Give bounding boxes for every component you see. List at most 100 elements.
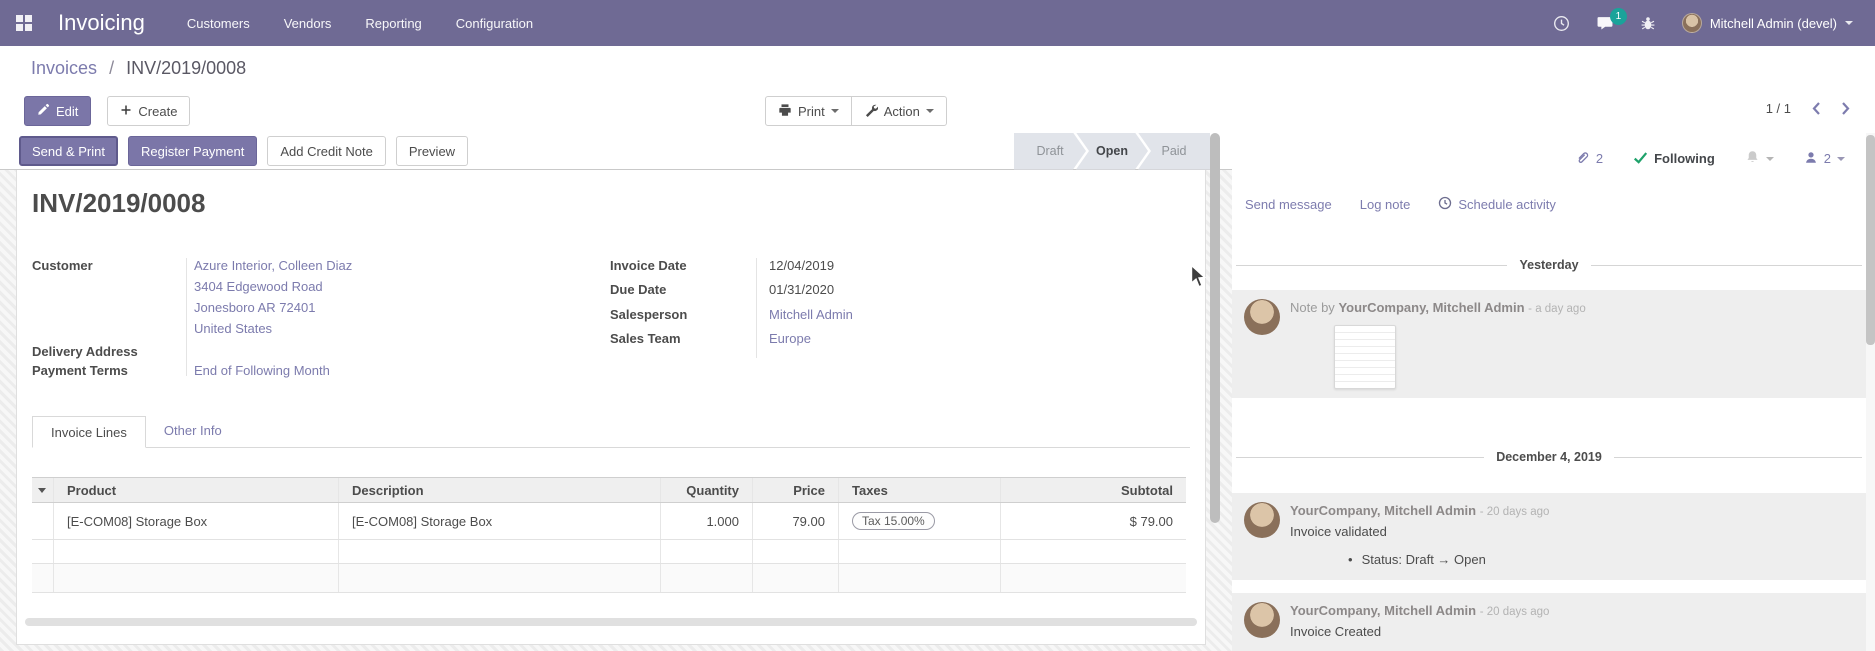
- cell-description[interactable]: [E-COM08] Storage Box: [339, 503, 661, 539]
- column-header-description[interactable]: Description: [339, 478, 661, 502]
- cell-taxes[interactable]: Tax 15.00%: [839, 503, 1001, 539]
- divider-label: Yesterday: [1519, 258, 1579, 272]
- add-credit-note-button[interactable]: Add Credit Note: [267, 136, 386, 166]
- navbar-systray: 1 Mitchell Admin (devel): [1553, 8, 1853, 33]
- chevron-down-icon: [1837, 156, 1845, 161]
- menu-configuration[interactable]: Configuration: [455, 15, 534, 31]
- invoice-date-label: Invoice Date: [610, 258, 687, 273]
- cell-price[interactable]: 79.00: [753, 503, 839, 539]
- following-button[interactable]: Following: [1633, 151, 1715, 167]
- message-author[interactable]: YourCompany, Mitchell Admin: [1290, 603, 1477, 618]
- action-button-label: Action: [883, 103, 920, 119]
- invoice-number-title: INV/2019/0008: [32, 188, 206, 218]
- bell-icon: [1745, 149, 1760, 168]
- invoice-lines-table: Product Description Quantity Price Taxes…: [32, 477, 1186, 593]
- status-stage-draft[interactable]: Draft: [1014, 133, 1086, 170]
- chatter-actions: Send message Log note Schedule activity: [1245, 196, 1556, 213]
- scrollbar-thumb[interactable]: [1866, 135, 1875, 345]
- send-and-print-button[interactable]: Send & Print: [19, 136, 118, 166]
- edit-button[interactable]: Edit: [24, 96, 92, 126]
- sales-team-value-link[interactable]: Europe: [769, 331, 811, 346]
- message-tracking[interactable]: YourCompany, Mitchell Admin - 20 days ag…: [1232, 593, 1866, 651]
- activity-clock-icon[interactable]: [1553, 15, 1570, 32]
- user-avatar: [1681, 13, 1702, 33]
- status-stage-paid[interactable]: Paid: [1138, 132, 1210, 170]
- debug-bug-icon[interactable]: [1640, 15, 1656, 32]
- paperclip-icon: [1575, 149, 1590, 168]
- edit-button-label: Edit: [56, 103, 79, 119]
- schedule-activity-link[interactable]: Schedule activity: [1438, 196, 1556, 213]
- form-view-area: Send & Print Register Payment Add Credit…: [0, 132, 1232, 651]
- message-author[interactable]: YourCompany, Mitchell Admin: [1338, 300, 1525, 315]
- control-panel: Invoices / INV/2019/0008 Edit Create Pri…: [0, 46, 1875, 133]
- invoice-form-sheet: INV/2019/0008 Customer Azure Interior, C…: [16, 170, 1206, 645]
- menu-customers[interactable]: Customers: [186, 15, 250, 31]
- main-menu: Customers Vendors Reporting Configuratio…: [187, 16, 533, 31]
- avatar: [1244, 299, 1280, 335]
- column-header-subtotal[interactable]: Subtotal: [1121, 482, 1173, 498]
- unread-count-badge: 1: [1609, 8, 1627, 25]
- message-feed: Yesterday Note by YourCompany, Mitchell …: [1232, 243, 1866, 651]
- message-timestamp: - 20 days ago: [1479, 506, 1550, 518]
- notification-bell-button[interactable]: [1745, 149, 1774, 168]
- column-header-product[interactable]: Product: [54, 478, 339, 502]
- message-tracking[interactable]: YourCompany, Mitchell Admin - 20 days ag…: [1232, 493, 1866, 580]
- attachments-button[interactable]: 2: [1575, 149, 1603, 168]
- salesperson-value-link[interactable]: Mitchell Admin: [769, 307, 853, 322]
- attachment-thumbnail[interactable]: [1334, 325, 1396, 389]
- column-header-price[interactable]: Price: [753, 478, 839, 502]
- action-dropdown-button[interactable]: Action: [850, 96, 947, 126]
- print-dropdown-button[interactable]: Print: [765, 96, 852, 126]
- breadcrumb-invoices-link[interactable]: Invoices: [31, 58, 98, 78]
- pager-previous-icon[interactable]: [1811, 101, 1821, 116]
- followers-count: 2: [1823, 151, 1831, 166]
- apps-menu-icon[interactable]: [14, 13, 34, 33]
- send-message-link[interactable]: Send message: [1245, 196, 1332, 213]
- menu-vendors[interactable]: Vendors: [283, 15, 332, 31]
- followers-button[interactable]: 2: [1804, 150, 1845, 168]
- customer-city[interactable]: Jonesboro AR 72401: [194, 300, 316, 315]
- register-payment-button[interactable]: Register Payment: [128, 136, 258, 166]
- invoice-date-value: 12/04/2019: [769, 258, 835, 273]
- messages-icon[interactable]: 1: [1596, 8, 1627, 31]
- create-button-label: Create: [138, 103, 178, 119]
- preview-button[interactable]: Preview: [395, 136, 469, 166]
- cell-product[interactable]: [E-COM08] Storage Box: [54, 503, 339, 539]
- app-brand[interactable]: Invoicing: [58, 10, 145, 35]
- tab-other-info[interactable]: Other Info: [163, 423, 222, 438]
- status-stage-open[interactable]: Open: [1076, 133, 1148, 170]
- cell-subtotal[interactable]: $ 79.00: [1129, 513, 1173, 529]
- customer-name-link[interactable]: Azure Interior, Colleen Diaz: [194, 258, 353, 273]
- message-timestamp: - a day ago: [1528, 303, 1586, 315]
- message-body: Invoice validated: [1290, 524, 1387, 539]
- payment-terms-value[interactable]: End of Following Month: [194, 363, 330, 378]
- pager-next-icon[interactable]: [1841, 101, 1851, 116]
- chatter-vertical-scrollbar[interactable]: [1866, 133, 1875, 651]
- form-statusbar: Send & Print Register Payment Add Credit…: [0, 132, 1232, 170]
- menu-reporting[interactable]: Reporting: [365, 15, 422, 31]
- scrollbar-thumb[interactable]: [1210, 133, 1220, 523]
- message-body: Invoice Created: [1290, 624, 1382, 639]
- sort-caret-icon[interactable]: [32, 478, 54, 502]
- column-header-quantity[interactable]: Quantity: [661, 478, 753, 502]
- wrench-icon: [864, 103, 878, 120]
- tab-invoice-lines[interactable]: Invoice Lines: [32, 416, 146, 448]
- printer-icon: [778, 103, 792, 120]
- cell-quantity[interactable]: 1.000: [661, 503, 753, 539]
- customer-street[interactable]: 3404 Edgewood Road: [194, 279, 323, 294]
- message-author[interactable]: YourCompany, Mitchell Admin: [1290, 503, 1477, 518]
- user-name: Mitchell Admin (devel): [1709, 15, 1837, 31]
- column-header-taxes[interactable]: Taxes: [839, 478, 1001, 502]
- form-vertical-scrollbar[interactable]: [1210, 133, 1220, 651]
- customer-country[interactable]: United States: [194, 321, 273, 336]
- message-header: YourCompany, Mitchell Admin - 20 days ag…: [1290, 602, 1854, 621]
- user-menu[interactable]: Mitchell Admin (devel): [1681, 13, 1853, 33]
- create-button[interactable]: Create: [107, 96, 191, 126]
- message-note[interactable]: Note by YourCompany, Mitchell Admin - a …: [1232, 290, 1866, 398]
- log-note-link[interactable]: Log note: [1360, 196, 1411, 213]
- table-empty-row: [32, 540, 1186, 564]
- tax-badge: Tax 15.00%: [852, 512, 935, 530]
- table-horizontal-scrollbar[interactable]: [25, 618, 1197, 626]
- table-row[interactable]: [E-COM08] Storage Box [E-COM08] Storage …: [32, 503, 1186, 540]
- sales-team-label: Sales Team: [610, 331, 681, 346]
